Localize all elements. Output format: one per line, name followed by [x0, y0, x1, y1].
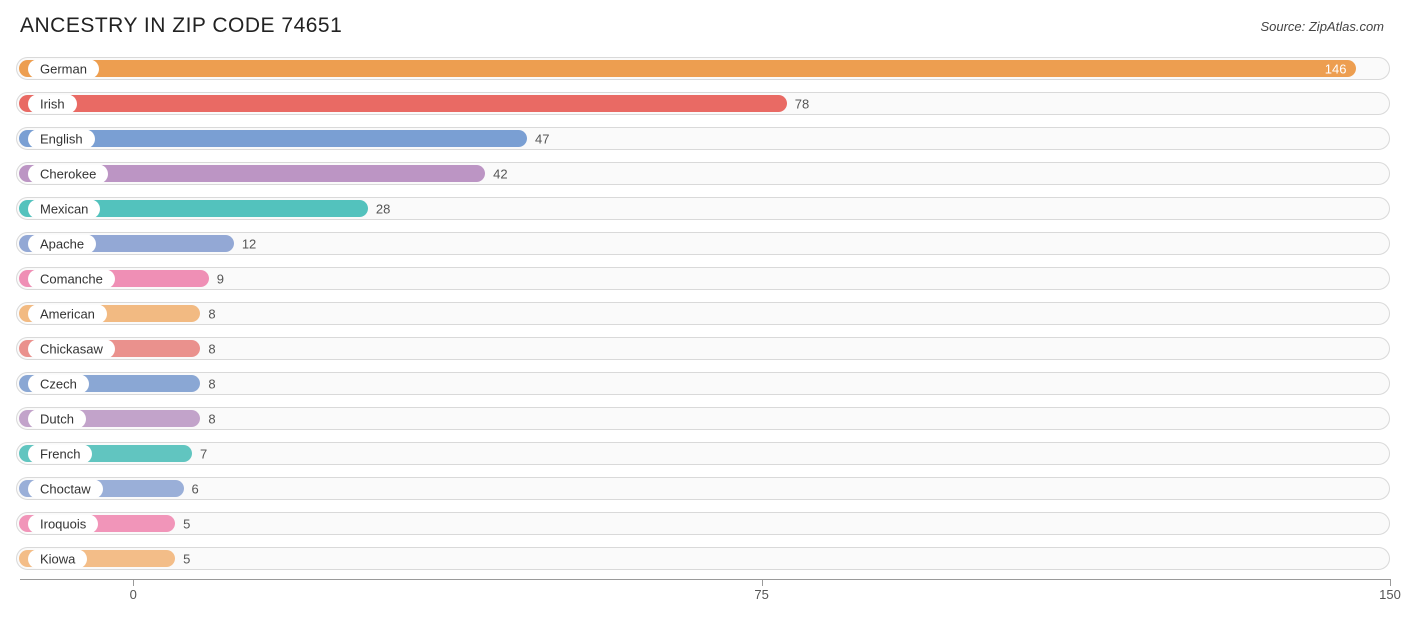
bar-track [16, 302, 1390, 325]
bar-category-label: French [28, 444, 92, 463]
axis-tick-label: 75 [754, 587, 768, 602]
bar-row: Irish 78 [16, 89, 1390, 118]
bar-value-label: 146 [1325, 61, 1347, 76]
bar-category-label: American [28, 304, 107, 323]
axis-line [20, 579, 1390, 580]
bar-track [16, 407, 1390, 430]
bar-fill [19, 95, 787, 112]
bar-row: French 7 [16, 439, 1390, 468]
axis-tick [762, 579, 763, 586]
bar-row: American 8 [16, 299, 1390, 328]
bar-value-label: 5 [183, 551, 190, 566]
bar-category-label: Comanche [28, 269, 115, 288]
axis-tick [1390, 579, 1391, 586]
bar-row: Iroquois 5 [16, 509, 1390, 538]
bar-row: Apache 12 [16, 229, 1390, 258]
bar-value-label: 8 [208, 341, 215, 356]
bar-category-label: Mexican [28, 199, 100, 218]
chart-header: ANCESTRY IN ZIP CODE 74651 Source: ZipAt… [0, 0, 1406, 46]
bar-row: Comanche 9 [16, 264, 1390, 293]
bar-row: Mexican 28 [16, 194, 1390, 223]
bar-row: Dutch 8 [16, 404, 1390, 433]
bar-value-label: 8 [208, 411, 215, 426]
bar-value-label: 7 [200, 446, 207, 461]
bar-value-label: 78 [795, 96, 809, 111]
bar-category-label: Iroquois [28, 514, 98, 533]
bar-category-label: Choctaw [28, 479, 103, 498]
bar-category-label: English [28, 129, 95, 148]
bar-track [16, 372, 1390, 395]
bar-track [16, 337, 1390, 360]
bar-value-label: 6 [192, 481, 199, 496]
bar-value-label: 8 [208, 376, 215, 391]
chart-area: German146Irish78English47Cherokee42Mexic… [16, 54, 1390, 573]
chart-source: Source: ZipAtlas.com [1260, 19, 1384, 34]
bar-track [16, 442, 1390, 465]
bar-value-label: 47 [535, 131, 549, 146]
bar-category-label: Kiowa [28, 549, 87, 568]
bar-row: Kiowa 5 [16, 544, 1390, 573]
bar-row: Cherokee 42 [16, 159, 1390, 188]
bar-category-label: German [28, 59, 99, 78]
axis-tick-label: 150 [1379, 587, 1401, 602]
bar-row: English 47 [16, 124, 1390, 153]
axis-tick-label: 0 [130, 587, 137, 602]
bar-value-label: 9 [217, 271, 224, 286]
bar-category-label: Chickasaw [28, 339, 115, 358]
bar-category-label: Czech [28, 374, 89, 393]
axis-tick [133, 579, 134, 586]
bar-row: Choctaw 6 [16, 474, 1390, 503]
bar-value-label: 28 [376, 201, 390, 216]
chart-title: ANCESTRY IN ZIP CODE 74651 [20, 14, 342, 38]
bar-value-label: 5 [183, 516, 190, 531]
bar-category-label: Dutch [28, 409, 86, 428]
bar-category-label: Cherokee [28, 164, 108, 183]
bar-track [16, 547, 1390, 570]
bar-category-label: Apache [28, 234, 96, 253]
bar-category-label: Irish [28, 94, 77, 113]
bar-fill [19, 60, 1356, 77]
bar-row: German 146 [16, 54, 1390, 83]
bar-fill [19, 130, 527, 147]
bar-row: Czech 8 [16, 369, 1390, 398]
bar-track [16, 512, 1390, 535]
bar-value-label: 42 [493, 166, 507, 181]
bar-value-label: 12 [242, 236, 256, 251]
bar-row: Chickasaw 8 [16, 334, 1390, 363]
bar-track [16, 477, 1390, 500]
bar-value-label: 8 [208, 306, 215, 321]
x-axis: 075150 [16, 579, 1390, 609]
